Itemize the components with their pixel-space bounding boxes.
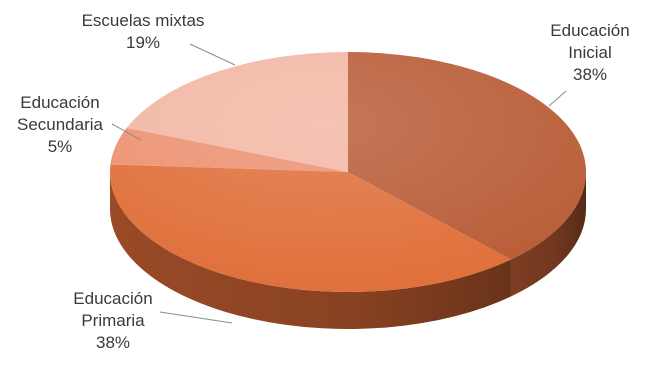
slice-label-educacion-primaria-line-2: Primaria xyxy=(81,311,145,330)
slice-value-educacion-inicial: 38% xyxy=(573,65,607,84)
slice-label-educacion-secundaria-line-1: Educación xyxy=(20,93,99,112)
slice-value-educacion-primaria: 38% xyxy=(96,333,130,352)
leader-line-educacion-inicial xyxy=(548,90,567,107)
leader-lines xyxy=(111,43,567,324)
pie-slices xyxy=(110,52,586,292)
leader-line-escuelas-mixtas xyxy=(189,43,236,66)
slice-label-educacion-inicial-line-1: Educación xyxy=(550,21,629,40)
slice-value-educacion-secundaria: 5% xyxy=(48,137,73,156)
leader-line-educacion-secundaria xyxy=(111,123,142,141)
leader-line-educacion-primaria xyxy=(159,311,233,324)
slice-label-escuelas-mixtas-line-1: Escuelas mixtas xyxy=(82,11,205,30)
slice-label-educacion-primaria-line-1: Educación xyxy=(73,289,152,308)
data-labels: Educación Inicial 38% Educación Primaria 38% E… xyxy=(17,11,630,352)
slice-label-educacion-inicial-line-2: Inicial xyxy=(568,43,611,62)
slice-label-educacion-secundaria-line-2: Secundaria xyxy=(17,115,104,134)
slice-value-escuelas-mixtas: 19% xyxy=(126,33,160,52)
